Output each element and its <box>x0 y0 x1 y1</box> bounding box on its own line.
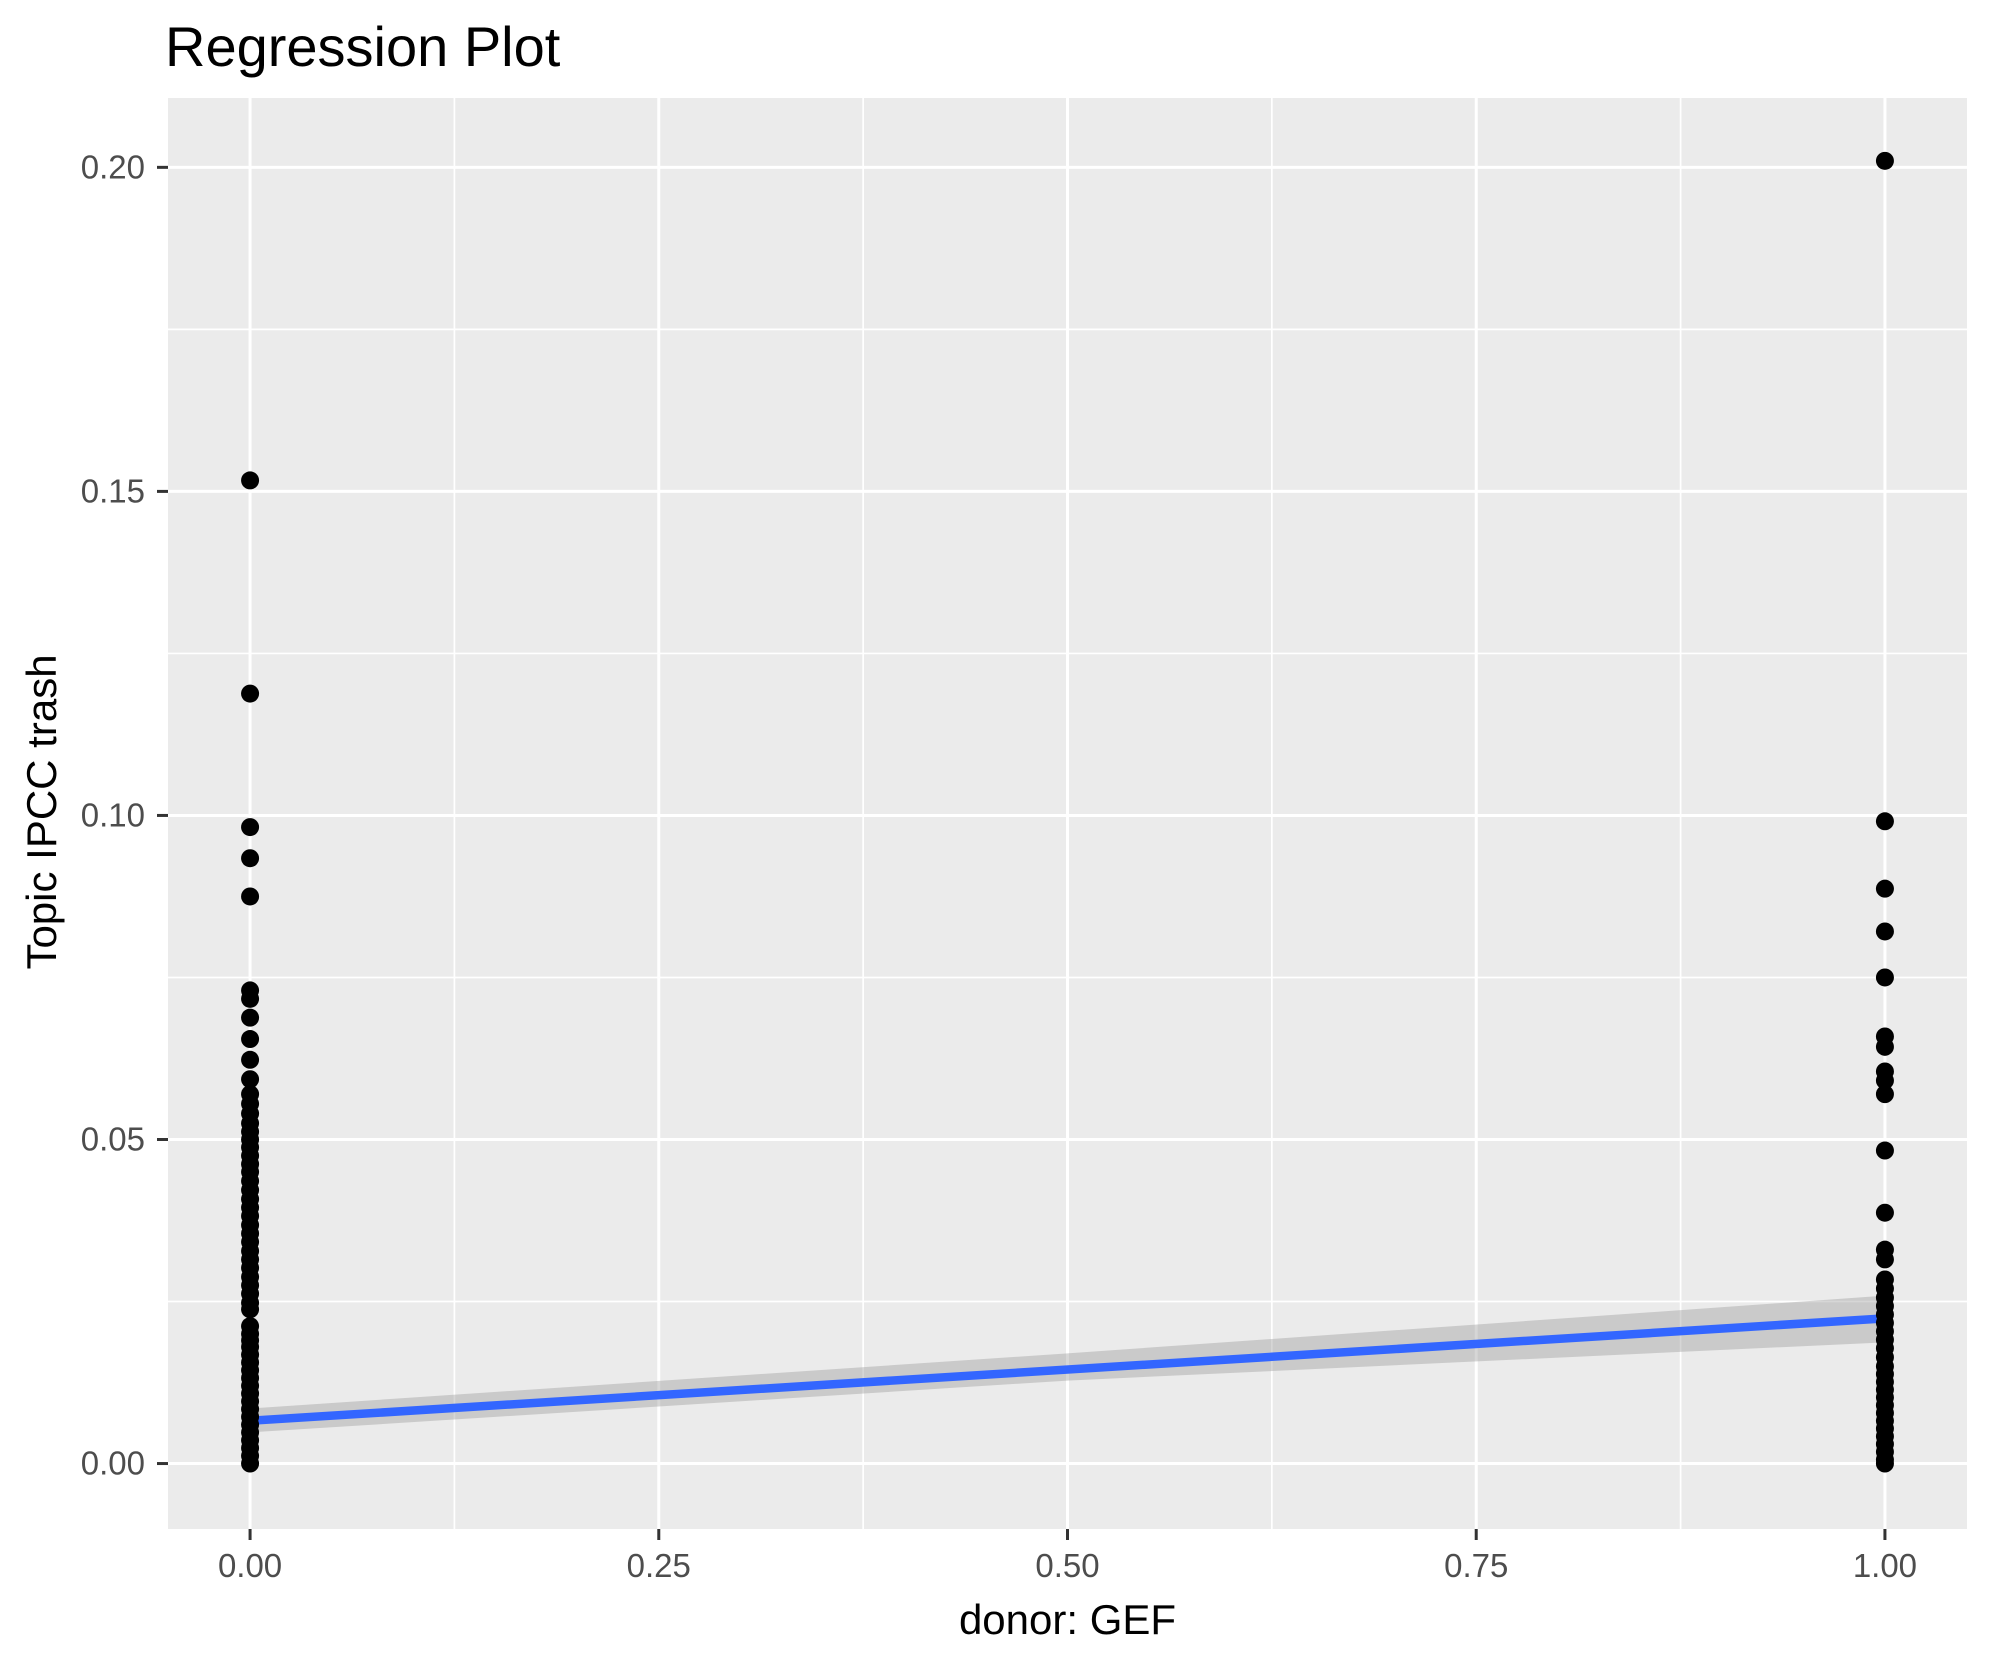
data-point <box>1875 1085 1894 1104</box>
data-point <box>1875 879 1894 898</box>
data-point <box>1875 1141 1894 1160</box>
y-tick-label: 0.15 <box>81 472 145 509</box>
regression-line <box>249 1314 1886 1426</box>
x-tick-label: 0.00 <box>218 1547 282 1584</box>
data-point <box>1875 922 1894 941</box>
data-point <box>241 1008 260 1027</box>
data-point <box>241 849 260 868</box>
data-point <box>1875 151 1894 170</box>
data-point <box>241 1070 260 1089</box>
data-point <box>241 684 260 703</box>
data-point <box>241 1030 260 1049</box>
y-tick-label: 0.20 <box>81 148 145 185</box>
data-point <box>241 471 260 490</box>
data-point <box>241 887 260 906</box>
data-point <box>241 1300 260 1319</box>
plot-title: Regression Plot <box>165 15 561 78</box>
data-point <box>241 818 260 837</box>
x-tick-label: 0.50 <box>1035 1547 1099 1584</box>
data-point <box>1875 812 1894 831</box>
y-tick-label: 0.05 <box>81 1120 145 1157</box>
y-tick-label: 0.10 <box>81 796 145 833</box>
data-point <box>241 1050 260 1069</box>
x-tick-label: 1.00 <box>1853 1547 1917 1584</box>
data-point <box>241 989 260 1008</box>
x-tick-label: 0.75 <box>1444 1547 1508 1584</box>
x-axis-title: donor: GEF <box>958 1596 1177 1643</box>
data-point <box>1875 1071 1894 1090</box>
data-point <box>1875 1250 1894 1269</box>
x-tick-label: 0.25 <box>627 1547 691 1584</box>
y-tick-label: 0.00 <box>81 1445 145 1482</box>
data-point <box>1875 1454 1894 1473</box>
data-point <box>241 1454 260 1473</box>
data-point <box>1875 1203 1894 1222</box>
data-point <box>1875 1037 1894 1056</box>
data-point <box>1875 968 1894 987</box>
y-axis-title: Topic IPCC trash <box>18 654 65 970</box>
